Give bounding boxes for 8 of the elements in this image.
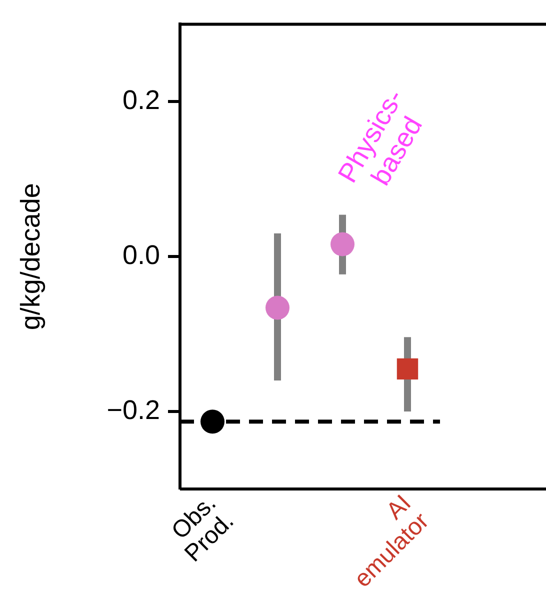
y-tick-label: −0.2: [106, 394, 160, 425]
y-tick-label: 0.2: [122, 85, 160, 116]
y-tick-label: 0.0: [122, 240, 160, 270]
point: [396, 358, 418, 380]
point: [330, 232, 354, 256]
point: [200, 410, 224, 434]
point: [266, 296, 290, 320]
y-axis-title: g/kg/decade: [16, 183, 46, 330]
